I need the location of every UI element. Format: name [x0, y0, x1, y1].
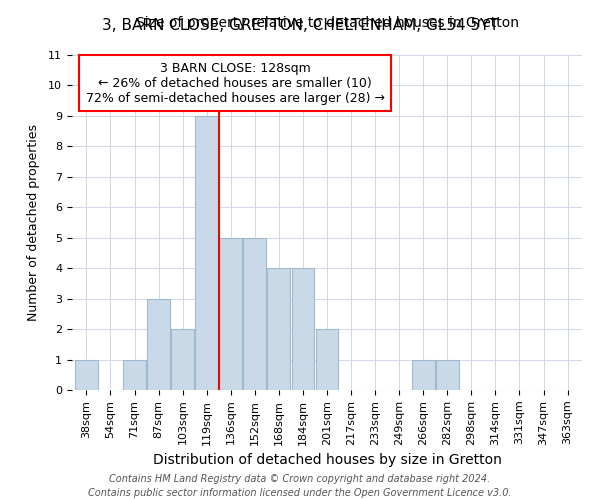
- Bar: [268, 268, 290, 390]
- Bar: [244, 238, 266, 390]
- Bar: [436, 360, 459, 390]
- Y-axis label: Number of detached properties: Number of detached properties: [27, 124, 40, 321]
- Bar: [171, 329, 194, 390]
- Title: Size of property relative to detached houses in Gretton: Size of property relative to detached ho…: [136, 16, 518, 30]
- X-axis label: Distribution of detached houses by size in Gretton: Distribution of detached houses by size …: [152, 453, 502, 467]
- Bar: [123, 360, 146, 390]
- Text: 3 BARN CLOSE: 128sqm
← 26% of detached houses are smaller (10)
72% of semi-detac: 3 BARN CLOSE: 128sqm ← 26% of detached h…: [86, 62, 385, 104]
- Bar: [412, 360, 434, 390]
- Text: 3, BARN CLOSE, GRETTON, CHELTENHAM, GL54 5YT: 3, BARN CLOSE, GRETTON, CHELTENHAM, GL54…: [101, 18, 499, 32]
- Bar: [195, 116, 218, 390]
- Text: Contains HM Land Registry data © Crown copyright and database right 2024.
Contai: Contains HM Land Registry data © Crown c…: [88, 474, 512, 498]
- Bar: [75, 360, 98, 390]
- Bar: [316, 329, 338, 390]
- Bar: [292, 268, 314, 390]
- Bar: [147, 298, 170, 390]
- Bar: [220, 238, 242, 390]
